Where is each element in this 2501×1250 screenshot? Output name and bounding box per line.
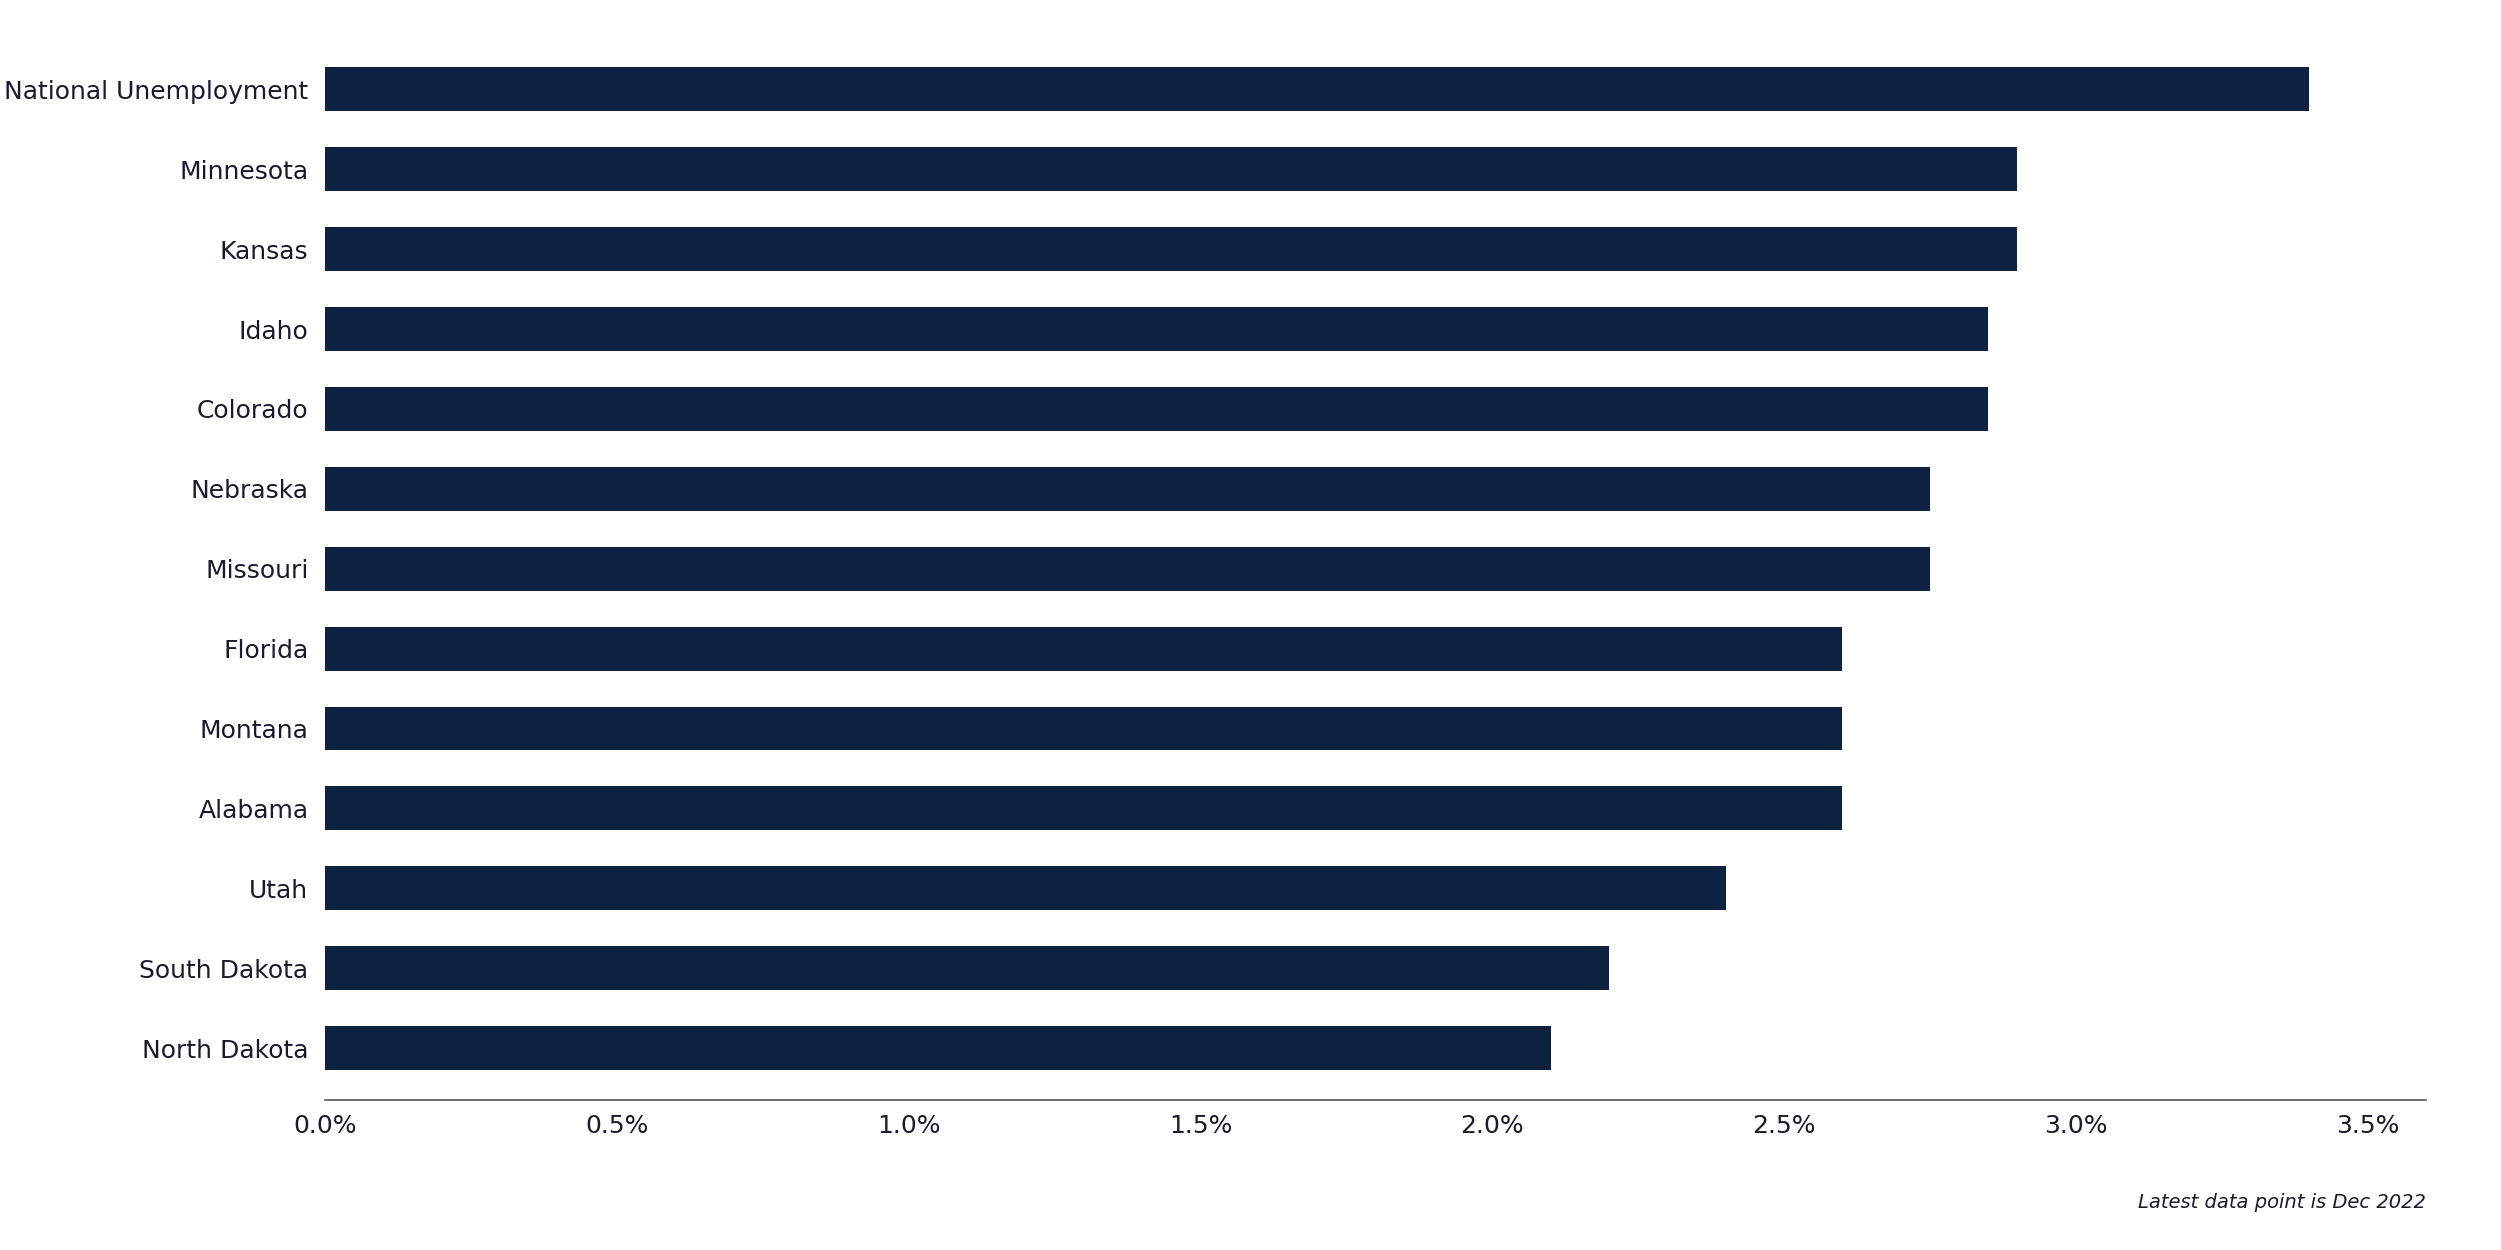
Bar [325,866,1726,910]
Bar [325,388,1988,431]
Bar [325,308,1988,351]
Text: Latest data point is Dec 2022: Latest data point is Dec 2022 [2138,1194,2426,1212]
Bar [325,946,1608,990]
Bar [325,626,1843,670]
Bar [325,786,1843,830]
Bar [325,148,2018,191]
Bar [325,68,2308,111]
Bar [325,706,1843,750]
Bar [325,468,1931,511]
Bar [325,228,2018,271]
Bar [325,1026,1551,1070]
Bar [325,546,1931,591]
